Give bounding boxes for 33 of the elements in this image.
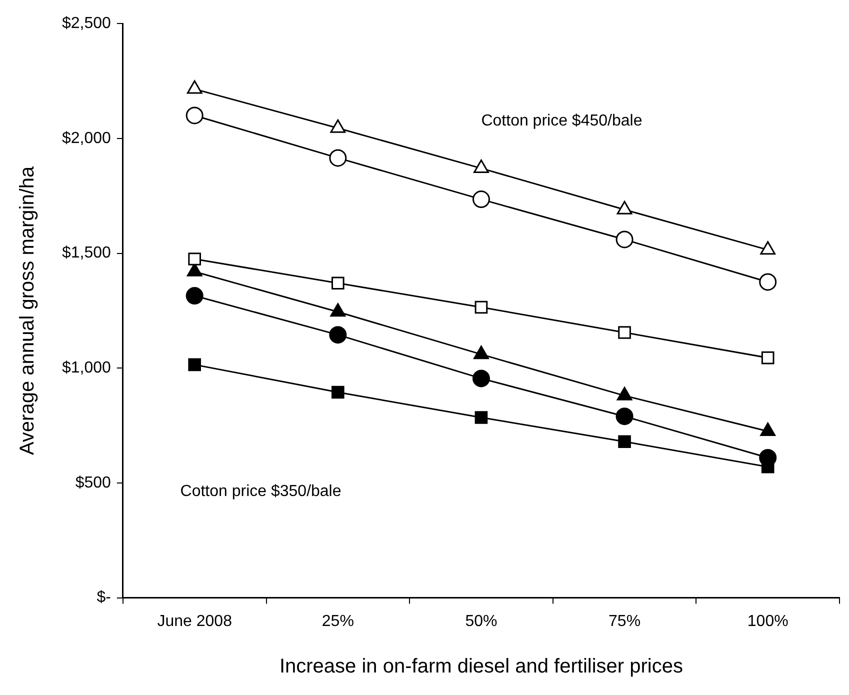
point [188, 358, 201, 372]
point [186, 287, 204, 305]
annotation: Cotton price $350/bale [180, 482, 342, 500]
point [332, 276, 344, 290]
point [616, 230, 634, 248]
point [759, 273, 777, 291]
y-tick-label: $500 [75, 474, 112, 492]
point [332, 386, 344, 399]
y-tick-label: $- [96, 589, 111, 606]
x-tick-label: 75% [608, 612, 641, 630]
point [329, 149, 347, 167]
point [616, 408, 634, 426]
annotation: Cotton price $450/bale [481, 112, 642, 130]
x-tick-label: 100% [747, 612, 788, 630]
y-tick-label: $2,500 [62, 15, 112, 32]
point [474, 411, 488, 424]
point [186, 106, 204, 124]
x-tick-label: 25% [322, 612, 354, 630]
y-axis-title: Average annual gross margin/ha [16, 165, 39, 456]
point [472, 370, 490, 388]
y-tick-label: $1,500 [62, 244, 112, 262]
point [761, 351, 774, 364]
x-axis-title: Increase in on-farm diesel and fertiliser prices [279, 656, 683, 678]
point [618, 435, 631, 448]
point [472, 190, 490, 208]
point [474, 300, 488, 314]
point [329, 326, 347, 344]
x-tick-label: 50% [465, 612, 498, 630]
point [188, 252, 201, 266]
y-tick-label: $1,000 [62, 360, 112, 377]
x-tick-label: June 2008 [157, 612, 232, 630]
point [618, 326, 631, 339]
y-tick-label: $2,000 [62, 130, 112, 147]
